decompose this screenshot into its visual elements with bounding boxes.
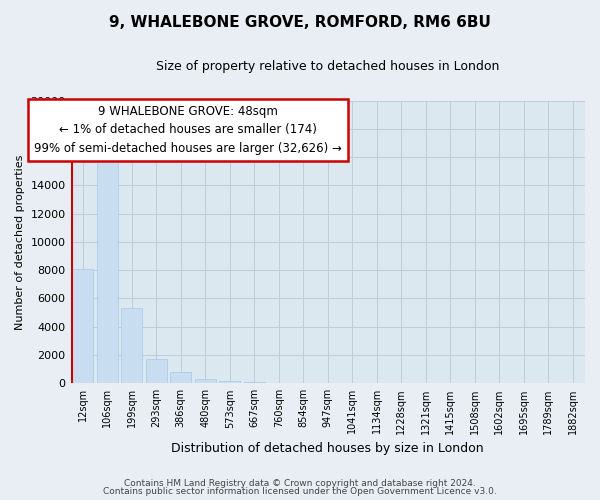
Text: 9, WHALEBONE GROVE, ROMFORD, RM6 6BU: 9, WHALEBONE GROVE, ROMFORD, RM6 6BU bbox=[109, 15, 491, 30]
Bar bbox=[146, 358, 167, 384]
Y-axis label: Number of detached properties: Number of detached properties bbox=[15, 154, 25, 330]
Bar bbox=[97, 150, 118, 384]
Text: Contains HM Land Registry data © Crown copyright and database right 2024.: Contains HM Land Registry data © Crown c… bbox=[124, 478, 476, 488]
Bar bbox=[73, 269, 93, 384]
Bar bbox=[170, 372, 191, 384]
Title: Size of property relative to detached houses in London: Size of property relative to detached ho… bbox=[156, 60, 499, 73]
Bar bbox=[244, 382, 265, 384]
Bar bbox=[121, 308, 142, 384]
Bar bbox=[195, 380, 215, 384]
Bar bbox=[220, 381, 240, 384]
Text: 9 WHALEBONE GROVE: 48sqm
← 1% of detached houses are smaller (174)
99% of semi-d: 9 WHALEBONE GROVE: 48sqm ← 1% of detache… bbox=[34, 105, 342, 155]
Text: Contains public sector information licensed under the Open Government Licence v3: Contains public sector information licen… bbox=[103, 487, 497, 496]
X-axis label: Distribution of detached houses by size in London: Distribution of detached houses by size … bbox=[172, 442, 484, 455]
